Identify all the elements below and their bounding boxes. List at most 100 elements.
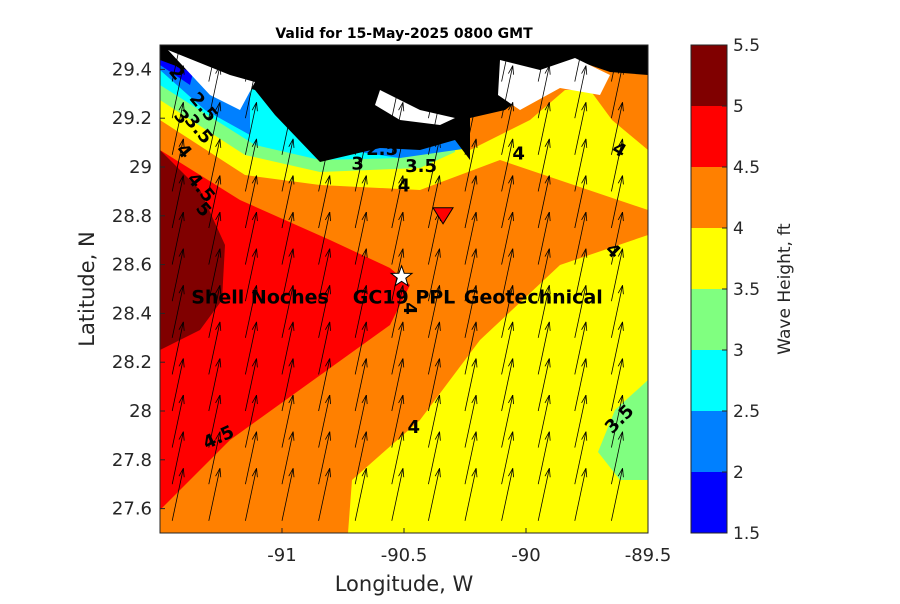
wind-vector-arrow — [208, 394, 222, 448]
wind-vector-arrow — [501, 138, 514, 192]
wind-vector-arrow — [611, 468, 624, 521]
wind-vector-arrow — [208, 358, 222, 412]
colorbar-tick-label: 1.5 — [733, 524, 760, 544]
wind-vector-arrow — [354, 394, 368, 448]
wind-vector-arrow — [501, 248, 514, 302]
wind-vector-arrow — [537, 358, 551, 412]
wind-vector-arrow — [428, 468, 441, 521]
wind-vector-arrow — [354, 211, 368, 265]
wind-vector-arrow — [574, 65, 588, 119]
wind-vector-arrow — [464, 45, 474, 82]
wind-vector-arrow — [354, 358, 368, 412]
wind-vectors — [171, 45, 624, 521]
wind-vector-arrow — [537, 45, 547, 82]
wind-vector-arrow — [574, 468, 588, 521]
x-tick-label: -89.5 — [625, 545, 672, 566]
wind-vector-arrow — [318, 468, 331, 521]
wind-vector-arrow — [611, 175, 624, 229]
wind-vector-arrow — [391, 431, 405, 485]
wind-vector-arrow — [354, 468, 368, 521]
wind-vector-arrow — [391, 468, 405, 521]
wind-vector-arrow — [318, 102, 331, 155]
wind-vector-arrow — [318, 394, 331, 448]
band-3-3.5-southeast — [598, 380, 648, 480]
y-tick-label: 29 — [129, 157, 152, 178]
wind-vector-arrow — [464, 285, 478, 338]
colorbar-segment — [691, 289, 727, 350]
wind-vector-arrow — [281, 211, 295, 265]
wind-vector-arrow — [208, 211, 222, 265]
colorbar-tick-label: 5 — [733, 97, 744, 117]
wind-vector-arrow — [501, 65, 514, 119]
wind-vector-arrow — [611, 321, 624, 375]
wind-vector-arrow — [574, 102, 588, 155]
wind-vector-arrow — [391, 394, 405, 448]
y-tick-label: 27.6 — [112, 499, 152, 520]
wind-vector-arrow — [574, 285, 588, 338]
wind-vector-arrow — [391, 321, 405, 375]
wind-vector-arrow — [281, 138, 295, 192]
wind-vector-arrow — [428, 358, 441, 412]
y-axis-ticks: 27.6 27.8 28 28.2 28.4 28.6 28.8 29 29.2 29.4 — [112, 59, 165, 520]
wind-vector-arrow — [428, 138, 441, 192]
wind-vector-arrow — [281, 431, 295, 485]
wind-vector-arrow — [318, 248, 331, 302]
contour-label: 2.5 — [366, 139, 398, 160]
wind-vector-arrow — [354, 138, 368, 192]
wind-vector-arrow — [318, 431, 331, 485]
colorbar-tick-label: 2.5 — [733, 402, 760, 422]
wind-vector-arrow — [537, 211, 551, 265]
wind-vector-arrow — [208, 248, 222, 302]
wind-vector-arrow — [611, 102, 624, 155]
wind-vector-arrow — [171, 248, 185, 302]
wind-vector-arrow — [171, 394, 185, 448]
wind-vector-arrow — [354, 45, 364, 82]
site-label: Geotechnical — [464, 286, 603, 308]
star-marker — [389, 264, 414, 287]
marsh-shoreline-central — [375, 90, 455, 125]
x-axis-ticks: -91 -90.5 -90 -89.5 — [267, 528, 671, 566]
wind-vector-arrow — [318, 45, 327, 82]
wind-vector-arrow — [281, 65, 295, 119]
wind-vector-arrow — [318, 211, 331, 265]
colorbar-segment — [691, 228, 727, 289]
wind-vector-arrow — [464, 358, 478, 412]
y-tick-label: 27.8 — [112, 450, 152, 471]
map-markers — [389, 207, 454, 287]
wind-vector-arrow — [574, 358, 588, 412]
wind-vector-arrow — [208, 175, 222, 229]
wind-vector-arrow — [208, 468, 222, 521]
colorbar-segment — [691, 45, 727, 106]
wind-vector-arrow — [464, 138, 478, 192]
colorbar-label: Wave Height, ft — [775, 223, 795, 355]
wind-vector-arrow — [501, 45, 510, 82]
wind-vector-arrow — [428, 45, 437, 82]
wind-vector-arrow — [245, 211, 258, 265]
wind-vector-arrow — [171, 211, 185, 265]
wind-vector-arrow — [281, 248, 295, 302]
wind-vector-arrow — [574, 431, 588, 485]
band-3.5-4-southeast — [348, 235, 648, 533]
y-tick-label: 28.2 — [112, 352, 152, 373]
y-tick-label: 28.6 — [112, 255, 152, 276]
wind-vector-arrow — [464, 394, 478, 448]
wind-vector-arrow — [171, 102, 185, 155]
wind-vector-arrow — [574, 175, 588, 229]
colorbar-tick-label: 4 — [733, 219, 744, 239]
wind-vector-arrow — [318, 321, 331, 375]
wind-vector-arrow — [208, 65, 222, 119]
wind-vector-arrow — [171, 321, 185, 375]
wind-vector-arrow — [245, 431, 258, 485]
wind-vector-arrow — [428, 175, 441, 229]
wind-vector-arrow — [391, 102, 405, 155]
colorbar-segment — [691, 350, 727, 411]
colorbar-tick-label: 3 — [733, 341, 744, 361]
wind-vector-arrow — [464, 175, 478, 229]
wind-vector-arrow — [391, 45, 400, 82]
wind-vector-arrow — [318, 138, 331, 192]
colorbar-tick-label: 3.5 — [733, 280, 760, 300]
wind-vector-arrow — [611, 65, 624, 119]
contour-label: 4 — [512, 144, 525, 165]
